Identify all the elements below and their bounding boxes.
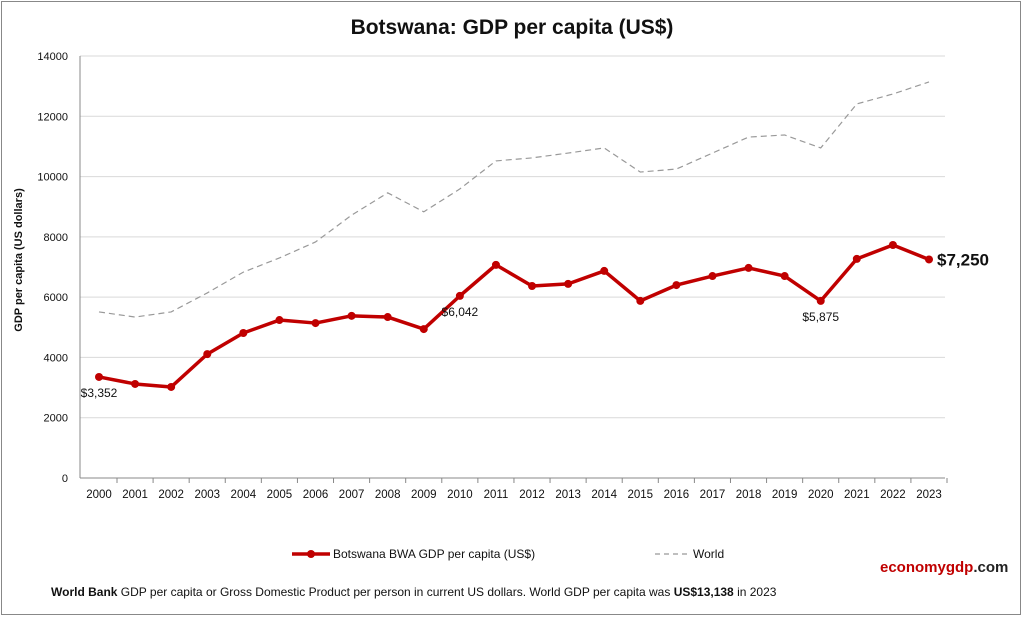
footer-world-value: US$13,138 (673, 585, 734, 599)
data-label: $7,250 (937, 250, 989, 269)
world-line (98, 81, 930, 318)
y-axis-label: GDP per capita (US dollars) (13, 188, 25, 332)
botswana-point (528, 281, 537, 290)
x-tick-label: 2004 (231, 489, 257, 501)
y-tick-label: 2000 (44, 413, 68, 425)
x-tick-label: 2012 (519, 489, 545, 501)
x-tick-label: 2010 (447, 489, 473, 501)
y-tick-label: 14000 (37, 51, 68, 63)
chart-title: Botswana: GDP per capita (US$) (351, 16, 674, 39)
botswana-point (311, 319, 320, 328)
x-tick-label: 2001 (122, 489, 148, 501)
botswana-point (672, 281, 681, 290)
data-label: $5,875 (802, 310, 839, 324)
botswana-point (131, 379, 140, 388)
botswana-point (167, 382, 176, 391)
y-tick-label: 4000 (44, 352, 68, 364)
x-tick-label: 2005 (267, 489, 293, 501)
x-tick-label: 2015 (628, 489, 654, 501)
botswana-point (95, 372, 103, 381)
botswana-point (564, 279, 573, 288)
x-tick-label: 2014 (591, 489, 617, 501)
legend-botswana-label: Botswana BWA GDP per capita (US$) (333, 547, 535, 561)
x-tick-label: 2009 (411, 489, 437, 501)
botswana-point (455, 291, 464, 300)
botswana-point (708, 272, 717, 281)
x-tick-label: 2021 (844, 489, 870, 501)
botswana-point (925, 255, 933, 264)
x-tick-label: 2011 (484, 489, 509, 501)
x-tick-label: 2017 (700, 489, 726, 501)
legend-botswana-marker (307, 550, 315, 558)
y-tick-label: 6000 (44, 292, 68, 304)
x-tick-label: 2013 (555, 489, 581, 501)
x-tick-label: 2016 (664, 489, 690, 501)
legend-world-label: World (693, 547, 724, 561)
y-tick-label: 10000 (37, 172, 68, 184)
x-tick-label: 2020 (808, 489, 834, 501)
botswana-point (888, 240, 897, 249)
x-tick-label: 2007 (339, 489, 365, 501)
botswana-point (419, 325, 428, 334)
y-tick-label: 8000 (44, 232, 68, 244)
x-tick-label: 2008 (375, 489, 401, 501)
botswana-point (275, 316, 284, 325)
data-label: $3,352 (81, 386, 118, 400)
footer-note: World Bank GDP per capita or Gross Domes… (51, 585, 777, 599)
botswana-point (852, 254, 861, 263)
botswana-point (744, 263, 753, 272)
botswana-point (780, 272, 789, 281)
x-tick-label: 2022 (880, 489, 906, 501)
footer-source: World Bank (51, 585, 118, 599)
botswana-point (383, 313, 392, 322)
x-tick-label: 2023 (916, 489, 942, 501)
botswana-point (636, 296, 645, 305)
x-tick-label: 2003 (194, 489, 220, 501)
botswana-point (347, 311, 356, 320)
x-tick-label: 2006 (303, 489, 329, 501)
x-tick-label: 2000 (86, 489, 112, 501)
botswana-point (203, 350, 212, 359)
botswana-point (491, 260, 500, 269)
botswana-point (600, 266, 609, 275)
x-tick-label: 2018 (736, 489, 762, 501)
x-tick-label: 2002 (158, 489, 184, 501)
y-tick-label: 12000 (37, 111, 68, 123)
y-tick-label: 0 (62, 473, 68, 485)
data-label: $6,042 (442, 305, 479, 319)
x-tick-label: 2019 (772, 489, 798, 501)
botswana-point (816, 296, 825, 305)
botswana-point (239, 329, 248, 338)
botswana-line (98, 243, 930, 389)
brand-logo: economygdp.com (880, 559, 1009, 576)
